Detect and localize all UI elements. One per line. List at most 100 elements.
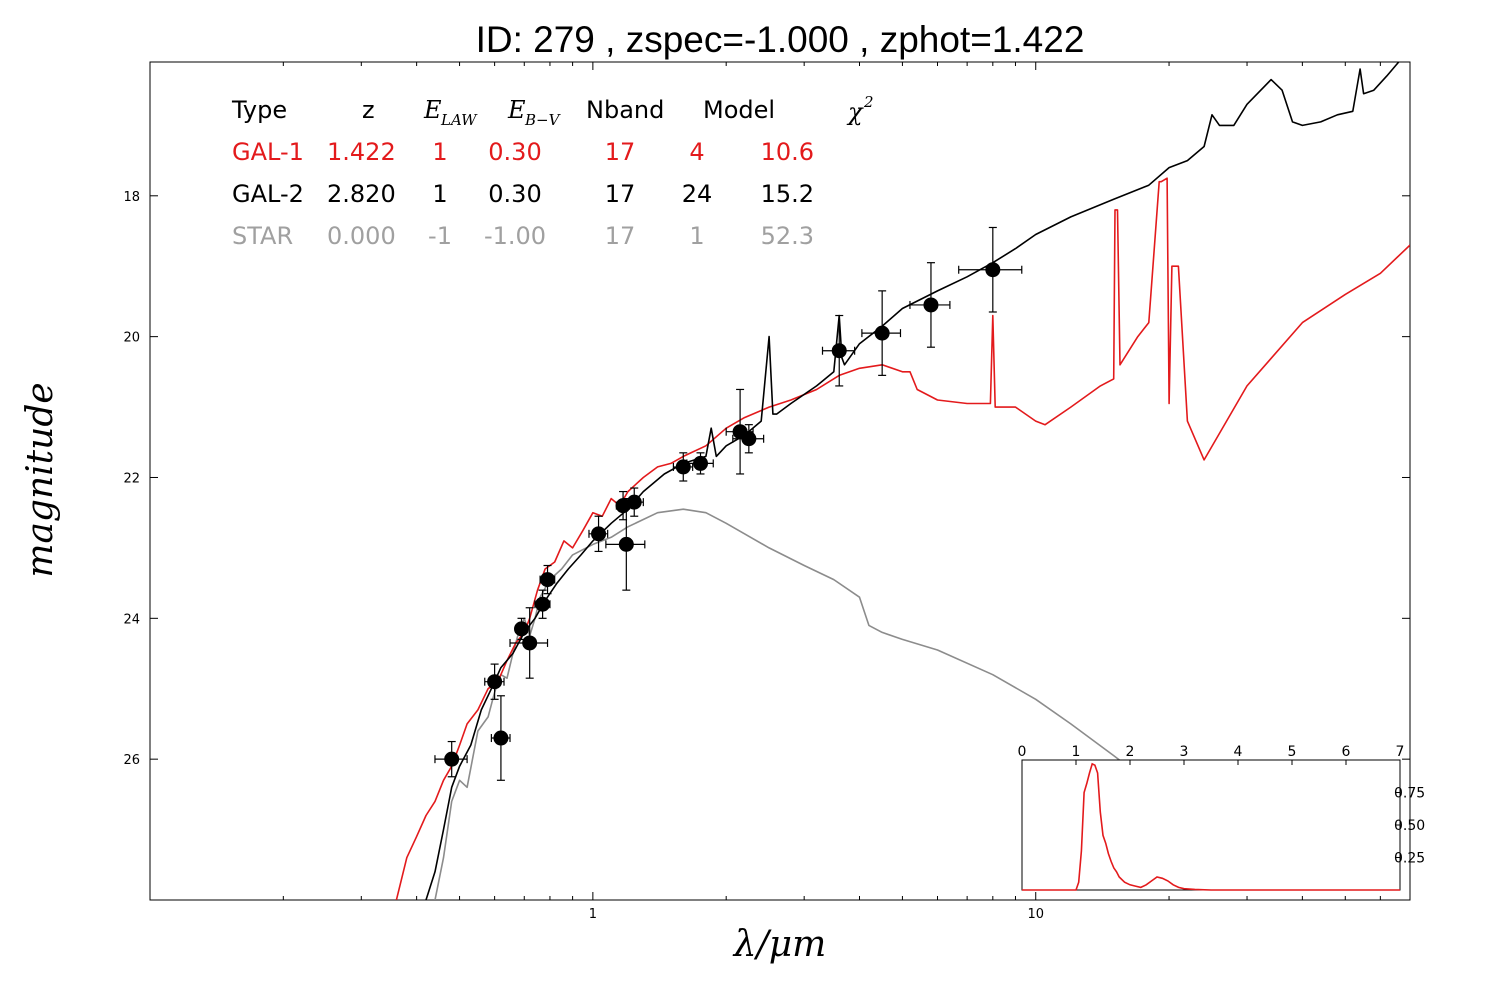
data-point-marker <box>626 494 642 510</box>
table-header-nband: Nband <box>586 96 664 124</box>
inset-series-group <box>1022 762 1400 891</box>
inset-y-tick-label: 0.25 <box>1394 851 1425 867</box>
table-header-ebv-base: E <box>507 96 526 124</box>
y-tick-label: 26 <box>123 753 140 768</box>
photometry-point <box>484 663 505 700</box>
inset-axis-ticks: 0 1 2 3 4 5 6 7 0.25 0.50 0.75 <box>1018 744 1426 867</box>
table-row: GAL-1 1.422 1 0.30 17 4 10.6 <box>232 138 814 166</box>
x-tick-label: 1 <box>589 907 597 922</box>
data-point-marker <box>444 751 460 767</box>
photometry-point <box>732 424 765 454</box>
table-cell: GAL-1 <box>232 138 304 166</box>
table-header-chi-sup: 2 <box>863 93 874 111</box>
table-cell: 1 <box>432 138 447 166</box>
table-cell: STAR <box>232 222 293 250</box>
main-series-group <box>395 62 1410 900</box>
inset-pdf-chart: 0 1 2 3 4 5 6 7 0.25 0.50 0.75 <box>1018 744 1426 891</box>
table-header-type: Type <box>231 96 287 124</box>
data-point-marker <box>985 262 1001 278</box>
table-header-elaw-sub: LAW <box>440 111 478 129</box>
table-row: STAR 0.000 -1 -1.00 17 1 52.3 <box>232 222 814 250</box>
table-cell: GAL-2 <box>232 180 304 208</box>
table-cell: 2.820 <box>327 180 396 208</box>
data-point-marker <box>874 325 890 341</box>
inset-frame <box>1021 759 1401 891</box>
data-point-marker <box>741 431 757 447</box>
inset-y-tick-label: 0.50 <box>1394 818 1425 834</box>
table-cell: 17 <box>605 138 636 166</box>
table-cell: 0.30 <box>488 180 541 208</box>
table-header-elaw-base: E <box>423 96 442 124</box>
table-cell: 52.3 <box>761 222 814 250</box>
table-cell: 0.30 <box>488 138 541 166</box>
table-rows: GAL-1 1.422 1 0.30 17 4 10.6 GAL-2 2.820 1 0.30 17 2… <box>232 138 814 250</box>
y-tick-label: 24 <box>123 612 140 627</box>
data-point-marker <box>487 674 503 690</box>
series-line-star <box>434 508 1248 900</box>
photometry-point <box>534 589 551 619</box>
table-cell: -1.00 <box>484 222 546 250</box>
table-cell: 15.2 <box>761 180 814 208</box>
plot-frame <box>149 61 1411 901</box>
table-header-model: Model <box>703 96 775 124</box>
y-tick-label: 20 <box>123 331 140 346</box>
data-point-marker <box>535 596 551 612</box>
data-point-marker <box>923 297 939 313</box>
photometry-point <box>624 487 644 517</box>
table-cell: 1 <box>432 180 447 208</box>
photometry-point <box>605 498 646 591</box>
table-cell: 4 <box>689 138 704 166</box>
table-cell: 0.000 <box>327 222 396 250</box>
photometry-point <box>909 262 951 348</box>
photometry-point <box>434 740 468 778</box>
inset-x-tick-label: 2 <box>1126 744 1135 760</box>
data-point-marker <box>693 455 709 471</box>
data-point-marker <box>513 621 529 637</box>
table-header-elaw: E LAW <box>423 96 478 129</box>
table-header-z: z <box>362 96 375 124</box>
inset-x-tick-label: 5 <box>1288 744 1297 760</box>
photometry-point <box>686 452 714 475</box>
photometry-points <box>434 226 1023 781</box>
table-cell: -1 <box>428 222 452 250</box>
photometry-point <box>513 617 529 641</box>
inset-y-tick-label: 0.75 <box>1394 786 1425 802</box>
inset-x-tick-label: 3 <box>1180 744 1189 760</box>
inset-pdf-line <box>1022 762 1400 891</box>
y-tick-label: 22 <box>123 471 140 486</box>
photometry-point <box>539 564 556 595</box>
series-line-gal-2 <box>425 62 1400 900</box>
y-tick-label: 18 <box>123 190 140 205</box>
data-point-marker <box>831 343 847 359</box>
table-cell: 17 <box>605 222 636 250</box>
inset-x-tick-label: 4 <box>1234 744 1243 760</box>
table-header-ebv: E B−V <box>507 96 562 129</box>
photometry-point <box>672 452 694 482</box>
photometry-point <box>861 290 902 376</box>
table-header-ebv-sub: B−V <box>524 111 562 129</box>
chart-title: ID: 279 , zspec=-1.000 , zphot=1.422 <box>476 19 1085 60</box>
inset-x-tick-label: 7 <box>1396 744 1405 760</box>
x-axis-label: λ/μm <box>732 924 826 965</box>
data-point-marker <box>618 536 634 552</box>
table-header-chi-base: χ <box>846 98 864 126</box>
inset-x-tick-label: 1 <box>1072 744 1081 760</box>
table-cell: 17 <box>605 180 636 208</box>
photometry-point <box>588 515 609 553</box>
inset-x-tick-label: 6 <box>1342 744 1351 760</box>
data-point-marker <box>540 572 556 588</box>
y-axis-label: magnitude <box>20 382 61 577</box>
table-cell: 1.422 <box>327 138 396 166</box>
table-cell: 10.6 <box>761 138 814 166</box>
table-cell: 1 <box>689 222 704 250</box>
fit-results-table: Type z E LAW E B−V Nband Model χ 2 GAL-1… <box>231 93 874 250</box>
photometry-point <box>821 314 856 387</box>
data-point-marker <box>591 526 607 542</box>
x-tick-label: 10 <box>1027 907 1044 922</box>
table-row: GAL-2 2.820 1 0.30 17 24 15.2 <box>232 180 814 208</box>
table-cell: 24 <box>682 180 713 208</box>
photometry-point <box>958 226 1023 313</box>
data-point-marker <box>493 730 509 746</box>
